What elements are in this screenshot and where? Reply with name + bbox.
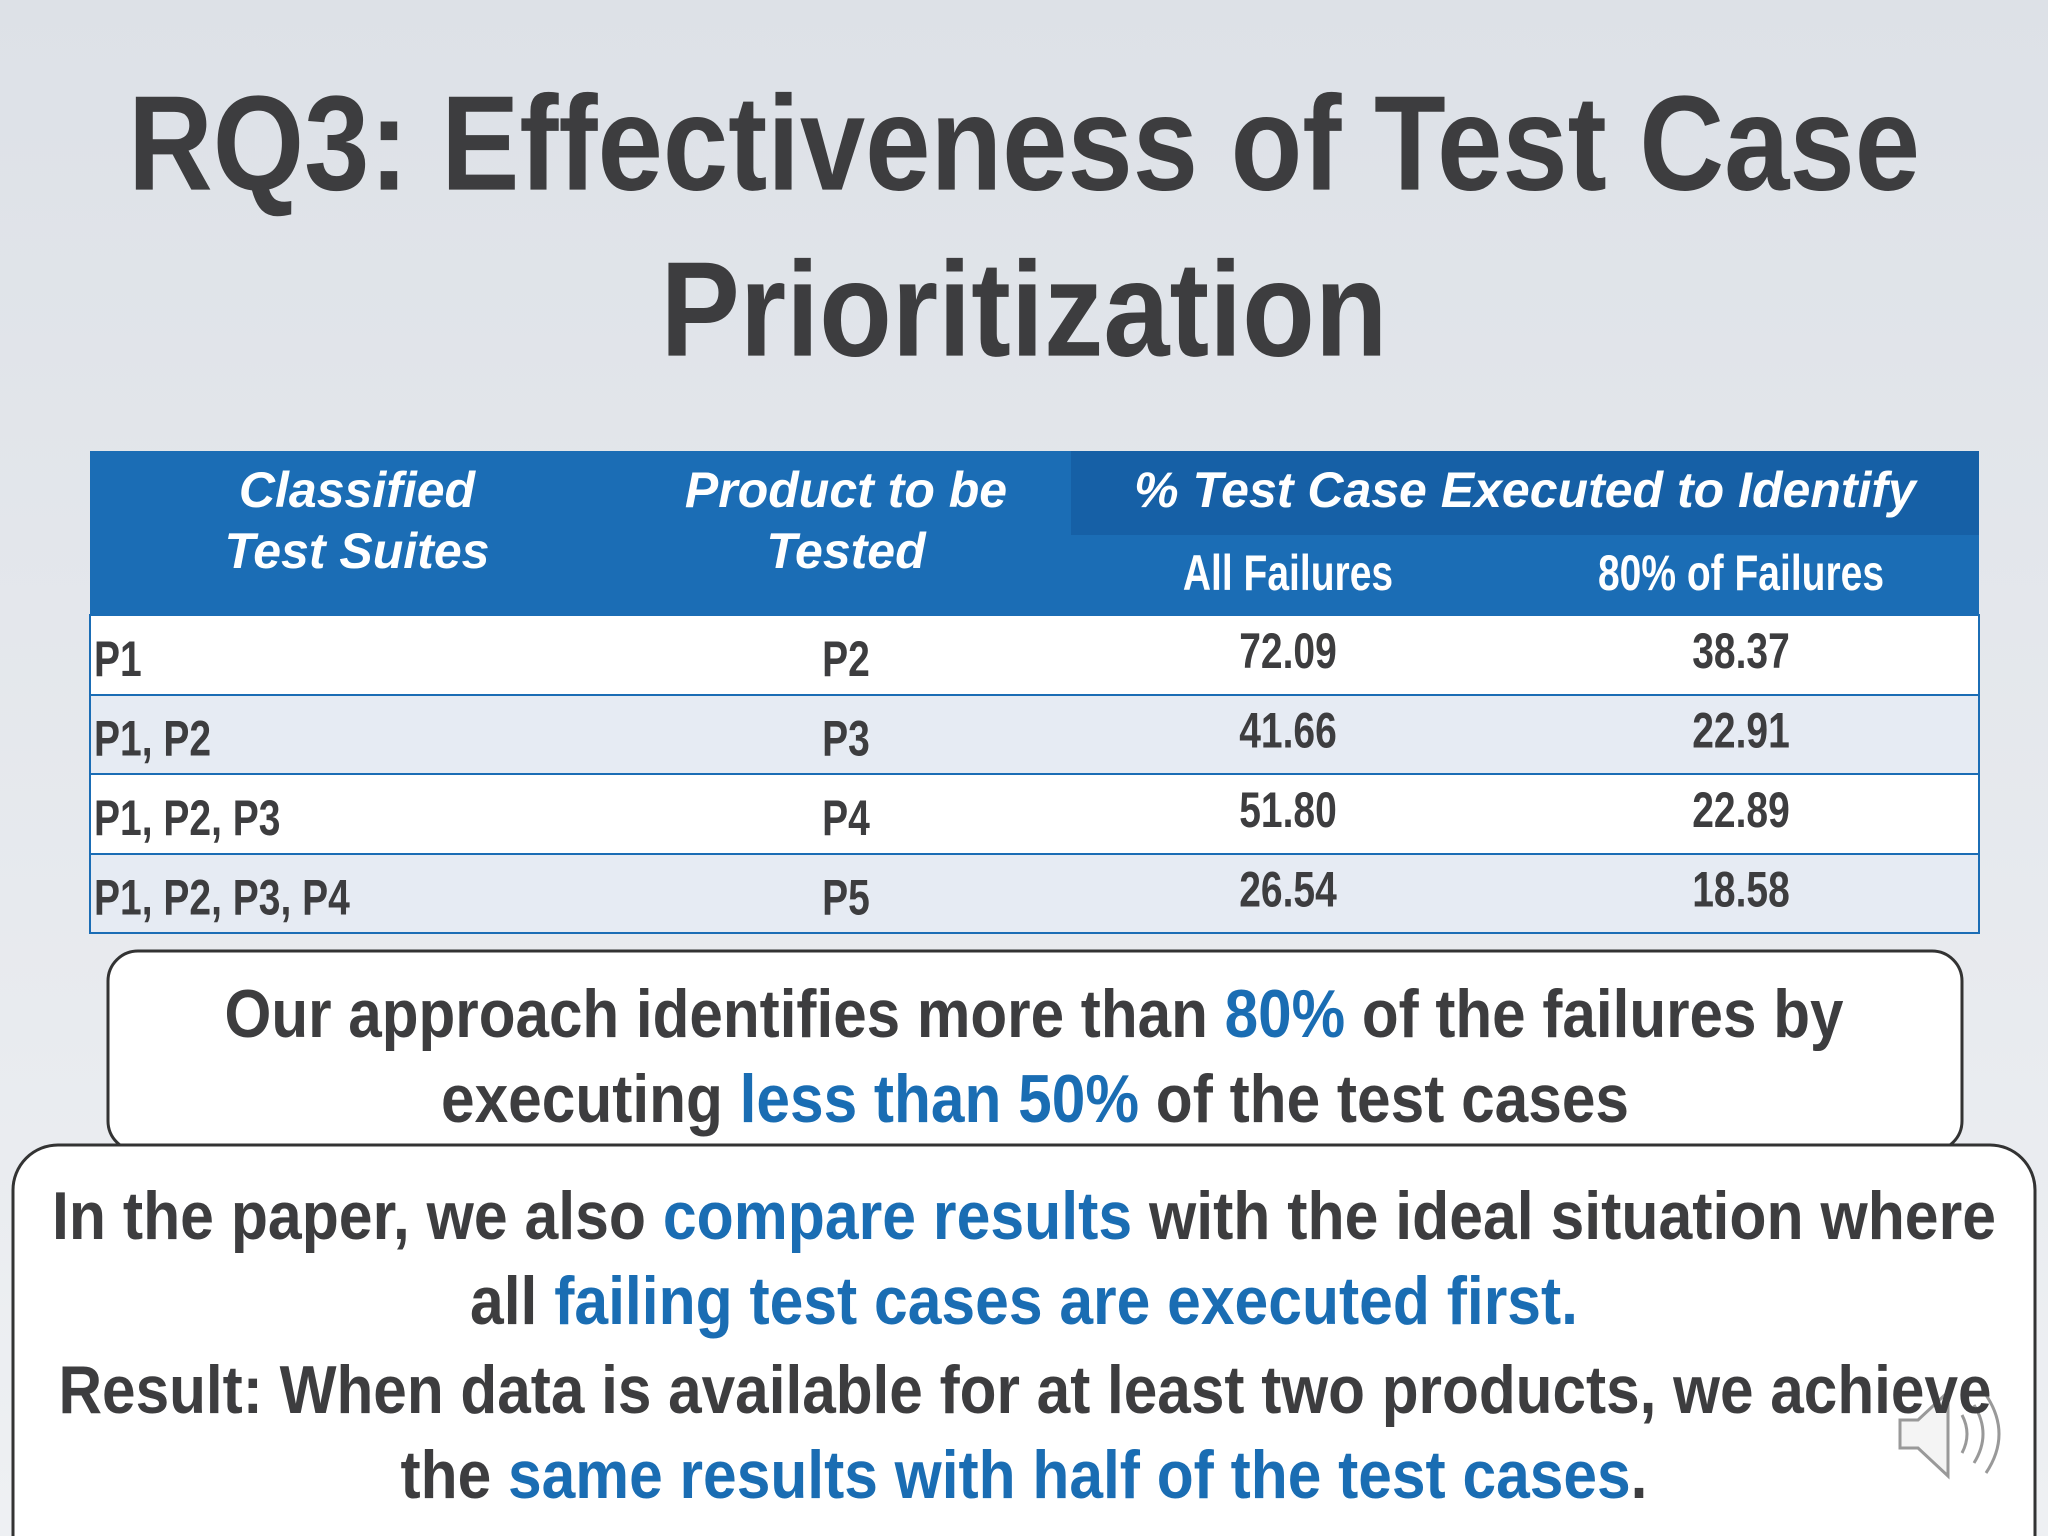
table-cell: P1 <box>94 631 142 687</box>
column-subheader: All Failures <box>1183 545 1393 601</box>
highlight-text: failing test cases are executed first. <box>554 1263 1578 1339</box>
table-cell: 51.80 <box>1239 782 1337 838</box>
callout-text: of the test cases <box>1139 1061 1629 1137</box>
table-cell: 22.89 <box>1692 782 1790 838</box>
callout-text: Our approach identifies more than <box>225 976 1225 1052</box>
table-cell: 41.66 <box>1239 703 1337 759</box>
callout-text: all <box>470 1263 554 1339</box>
callout-line: In the paper, we also compare results wi… <box>52 1178 1996 1254</box>
table-cell: P1, P2 <box>94 711 211 767</box>
callout-text: executing <box>441 1061 740 1137</box>
callout-text: of the failures by <box>1345 976 1844 1052</box>
table-row <box>89 614 1980 696</box>
callout-text: . <box>1631 1437 1648 1513</box>
table-row <box>89 853 1980 934</box>
callout-text: In the paper, we also <box>52 1178 663 1254</box>
callout-box <box>11 1143 2037 1536</box>
table-cell: 18.58 <box>1692 862 1790 918</box>
table-cell: P5 <box>822 870 870 926</box>
column-subheader: 80% of Failures <box>1598 545 1884 601</box>
speaker-icon <box>1898 1388 2001 1480</box>
highlight-text: 80% <box>1225 976 1345 1052</box>
callout-line: the same results with half of the test c… <box>401 1437 1648 1513</box>
column-header: Product to be <box>685 462 1007 518</box>
callout-text: Result: When data is available for at le… <box>59 1352 1992 1428</box>
table-cell: P1, P2, P3 <box>94 790 280 846</box>
callout-line: all failing test cases are executed firs… <box>470 1263 1578 1339</box>
table-cell: P3 <box>822 711 870 767</box>
table-cell: P4 <box>822 790 870 846</box>
callout-line: executing less than 50% of the test case… <box>441 1061 1629 1137</box>
column-header: Test Suites <box>225 523 490 579</box>
table-cell: 72.09 <box>1239 623 1337 679</box>
callout-line: Result: When data is available for at le… <box>59 1352 1992 1428</box>
column-header: Tested <box>766 523 927 579</box>
callout-line: Our approach identifies more than 80% of… <box>225 976 1844 1052</box>
callout-text: with the ideal situation where <box>1132 1178 1996 1254</box>
slide-title: Prioritization <box>661 234 1388 385</box>
highlight-text: less than 50% <box>740 1061 1139 1137</box>
slide-title: RQ3: Effectiveness of Test Case <box>128 68 1920 219</box>
highlight-text: compare results <box>663 1178 1132 1254</box>
callout-text: the <box>401 1437 509 1513</box>
column-header: % Test Case Executed to Identify <box>1134 462 1918 518</box>
highlight-text: same results with half of the test cases <box>508 1437 1631 1513</box>
table-cell: 22.91 <box>1692 703 1790 759</box>
column-header: Classified <box>239 462 477 518</box>
table-group-header <box>1071 451 1979 535</box>
table-cell: 26.54 <box>1239 862 1337 918</box>
table-cell: P2 <box>822 631 870 687</box>
table-cell: 38.37 <box>1692 623 1790 679</box>
table-cell: P1, P2, P3, P4 <box>94 870 350 926</box>
